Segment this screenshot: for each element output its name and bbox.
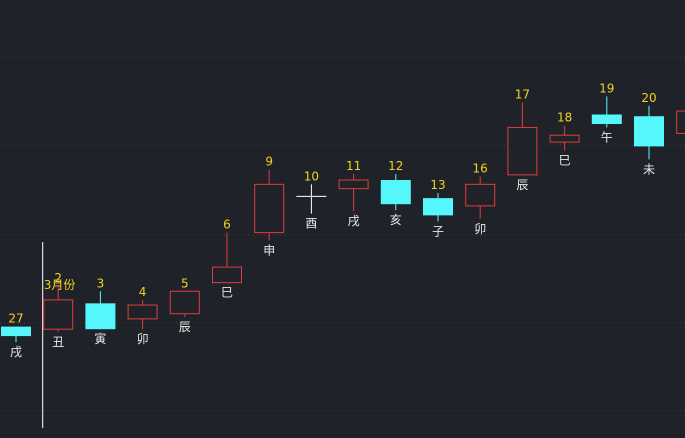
candle-number-label: 2 [54, 271, 62, 285]
candle-body [423, 198, 453, 216]
candle-body [380, 180, 411, 205]
candle-branch-label: 辰 [516, 178, 528, 192]
candle-branch-label: 未 [643, 162, 655, 176]
candle-branch-label: 辰 [179, 320, 191, 334]
candle-body [85, 303, 116, 330]
candle-body-partial [676, 110, 685, 134]
candle-number-label: 19 [599, 81, 614, 95]
month-label: 3月份 [44, 278, 76, 292]
candle-body [465, 183, 496, 207]
candle-number-label: 5 [181, 276, 189, 290]
candle-branch-label: 酉 [305, 217, 317, 231]
candle-number-label: 12 [388, 159, 403, 173]
candle-body [254, 183, 285, 234]
candle-number-label: 13 [430, 178, 445, 192]
candle-branch-label: 寅 [94, 331, 106, 346]
candle-branch-label: 丑 [52, 335, 64, 349]
candle-branch-label: 卯 [137, 332, 149, 346]
candle-branch-label: 亥 [390, 213, 402, 227]
candle-branch-label: 戌 [10, 345, 22, 359]
candle-branch-label: 戌 [348, 214, 360, 228]
candle-number-label: 17 [515, 87, 530, 101]
candle-branch-label: 卯 [474, 222, 486, 236]
candle-body [212, 266, 242, 284]
candle-body [591, 114, 622, 124]
candle-number-label: 6 [223, 218, 231, 232]
candle-number-label: 16 [473, 162, 488, 176]
candle-branch-label: 巳 [221, 286, 233, 300]
candle-branch-label: 巳 [559, 154, 571, 168]
candle-number-label: 20 [641, 91, 656, 105]
candle-branch-label: 子 [432, 224, 444, 238]
candle-body [43, 299, 74, 330]
candle-branch-label: 申 [263, 243, 275, 257]
candle-body [127, 304, 158, 320]
candle-branch-label: 午 [601, 130, 613, 144]
candle-number-label: 27 [8, 312, 23, 326]
candle-body [1, 326, 31, 337]
candle-body [507, 126, 538, 176]
candle-body [169, 290, 200, 315]
candle-number-label: 11 [346, 159, 361, 173]
candle-number-label: 3 [97, 276, 105, 290]
candle-body [549, 134, 580, 143]
candle-number-label: 9 [265, 155, 273, 169]
candle-body [634, 116, 664, 147]
candle-body [338, 179, 369, 190]
candle-number-label: 4 [139, 285, 147, 299]
candle-number-label: 18 [557, 111, 572, 125]
candle-number-label: 10 [304, 169, 319, 183]
